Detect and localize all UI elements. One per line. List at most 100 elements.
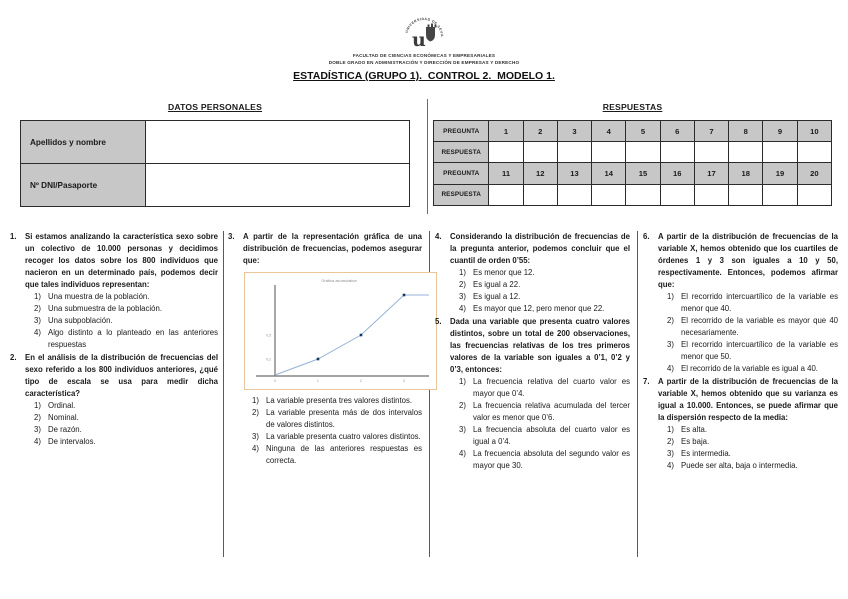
respuesta-cell[interactable] xyxy=(522,183,558,206)
respuesta-cell[interactable] xyxy=(728,183,764,206)
option-text: Es menor que 12. xyxy=(473,268,535,277)
question-number: 5. xyxy=(435,317,442,326)
chart-title: Gráfica acumulativa xyxy=(321,278,357,283)
question-2-option-3: 3) De razón. xyxy=(34,424,218,436)
respuesta-cell[interactable] xyxy=(762,141,798,164)
column-separator xyxy=(637,231,638,557)
question-number-cell: 9 xyxy=(762,119,798,143)
question-column-4: 6. A partir de la distribución de frecue… xyxy=(643,231,838,473)
question-number-cell: 12 xyxy=(522,162,558,185)
option-marker: 3) xyxy=(667,449,674,458)
svg-text:2: 2 xyxy=(360,379,362,383)
question-3-option-3: 3) La variable presenta cuatro valores d… xyxy=(252,431,422,443)
option-marker: 1) xyxy=(459,268,466,277)
option-text: De intervalos. xyxy=(48,437,96,446)
question-number-cell: 3 xyxy=(556,119,593,143)
apellidos-label: Apellidos y nombre xyxy=(20,120,146,164)
respuesta-cell[interactable] xyxy=(693,183,730,206)
option-marker: 2) xyxy=(34,413,41,422)
option-text: La frecuencia relativa del cuarto valor … xyxy=(473,377,630,398)
question-1-option-2: 2) Una submuestra de la población. xyxy=(34,303,218,315)
exam-title: ESTADÍSTICA (GRUPO 1). CONTROL 2. MODELO… xyxy=(293,70,555,82)
question-number-cell: 13 xyxy=(556,162,593,185)
respuesta-cell[interactable] xyxy=(762,183,798,206)
question-3: 3. A partir de la representación gráfica… xyxy=(228,231,437,467)
apellidos-input-cell[interactable] xyxy=(145,120,410,164)
option-text: El recorrido intercuartílico de la varia… xyxy=(681,340,838,361)
respuesta-cell[interactable] xyxy=(591,141,627,164)
option-text: Es baja. xyxy=(681,437,710,446)
table-row: Nº DNI/Pasaporte xyxy=(20,163,410,207)
question-4: 4. Considerando la distribución de frecu… xyxy=(435,231,630,315)
option-marker: 2) xyxy=(667,316,674,325)
dni-label: Nº DNI/Pasaporte xyxy=(20,163,146,207)
option-marker: 1) xyxy=(667,292,674,301)
option-text: El recorrido de la variable es igual a 4… xyxy=(681,364,818,373)
option-marker: 2) xyxy=(252,408,259,417)
answers-section: RESPUESTAS PREGUNTA 1 2 3 4 5 6 7 8 9 10… xyxy=(432,102,833,206)
question-5-option-3: 3) La frecuencia absoluta del cuarto val… xyxy=(459,424,630,448)
respuesta-cell[interactable] xyxy=(659,141,695,164)
svg-text:0,5: 0,5 xyxy=(266,333,271,337)
question-number-cell: 6 xyxy=(659,119,695,143)
question-1-option-4: 4) Algo distinto a lo planteado en las a… xyxy=(34,327,218,351)
svg-text:0: 0 xyxy=(274,379,276,383)
respuesta-label: RESPUESTA xyxy=(432,141,490,164)
question-7-option-1: 1) Es alta. xyxy=(667,424,838,436)
option-marker: 2) xyxy=(667,437,674,446)
answers-heading: RESPUESTAS xyxy=(602,102,663,112)
respuesta-cell[interactable] xyxy=(796,141,833,164)
question-stem: A partir de la distribución de frecuenci… xyxy=(658,232,838,289)
respuesta-cell[interactable] xyxy=(556,183,593,206)
question-number-cell: 18 xyxy=(728,162,764,185)
question-number-cell: 10 xyxy=(796,119,833,143)
data-point-markers xyxy=(316,293,406,361)
logo-u-glyph: u xyxy=(412,29,426,51)
option-text: Una muestra de la población. xyxy=(48,292,150,301)
respuesta-label: RESPUESTA xyxy=(432,183,490,206)
respuesta-cell[interactable] xyxy=(693,141,730,164)
respuesta-cell[interactable] xyxy=(796,183,833,206)
respuesta-cell[interactable] xyxy=(625,141,661,164)
respuesta-cell[interactable] xyxy=(488,183,524,206)
question-2: 2. En el análisis de la distribución de … xyxy=(10,352,218,448)
question-6-option-4: 4) El recorrido de la variable es igual … xyxy=(667,363,838,375)
option-marker: 1) xyxy=(34,401,41,410)
respuesta-cell[interactable] xyxy=(728,141,764,164)
question-number: 6. xyxy=(643,232,650,241)
question-number-cell: 1 xyxy=(488,119,524,143)
option-text: El recorrido intercuartílico de la varia… xyxy=(681,292,838,313)
question-number-cell: 16 xyxy=(659,162,695,185)
option-text: Es igual a 22. xyxy=(473,280,521,289)
table-row: RESPUESTA xyxy=(432,141,833,164)
respuesta-cell[interactable] xyxy=(659,183,695,206)
respuesta-cell[interactable] xyxy=(488,141,524,164)
option-text: Una submuestra de la población. xyxy=(48,304,162,313)
option-text: Nominal. xyxy=(48,413,79,422)
question-5-option-4: 4) La frecuencia absoluta del segundo va… xyxy=(459,448,630,472)
question-number-cell: 11 xyxy=(488,162,524,185)
faculty-line-2: DOBLE GRADO EN ADMINISTRACIÓN Y DIRECCIÓ… xyxy=(328,60,520,65)
dni-input-cell[interactable] xyxy=(145,163,410,207)
question-1: 1. Si estamos analizando la característi… xyxy=(10,231,218,351)
respuesta-cell[interactable] xyxy=(522,141,558,164)
question-stem: Si estamos analizando la característica … xyxy=(25,232,218,289)
question-6-option-2: 2) El recorrido de la variable es mayor … xyxy=(667,315,838,339)
option-text: La variable presenta tres valores distin… xyxy=(266,396,413,405)
option-text: La variable presenta más de dos interval… xyxy=(266,408,422,429)
respuesta-cell[interactable] xyxy=(556,141,593,164)
question-2-option-1: 1) Ordinal. xyxy=(34,400,218,412)
question-number-cell: 4 xyxy=(591,119,627,143)
frequency-chart: Gráfica acumulativa 0 1 2 3 0,2 0,5 xyxy=(244,272,437,390)
option-text: La frecuencia absoluta del segundo valor… xyxy=(473,449,630,470)
option-marker: 3) xyxy=(34,316,41,325)
question-5: 5. Dada una variable que presenta cuatro… xyxy=(435,316,630,472)
respuesta-cell[interactable] xyxy=(625,183,661,206)
question-number-cell: 15 xyxy=(625,162,661,185)
question-stem: A partir de la distribución de frecuenci… xyxy=(658,377,838,422)
question-stem: En el análisis de la distribución de fre… xyxy=(25,353,218,398)
question-number-cell: 19 xyxy=(762,162,798,185)
option-text: La frecuencia absoluta del cuarto valor … xyxy=(473,425,630,446)
respuesta-cell[interactable] xyxy=(591,183,627,206)
personal-data-section: DATOS PERSONALES Apellidos y nombre Nº D… xyxy=(20,102,410,207)
